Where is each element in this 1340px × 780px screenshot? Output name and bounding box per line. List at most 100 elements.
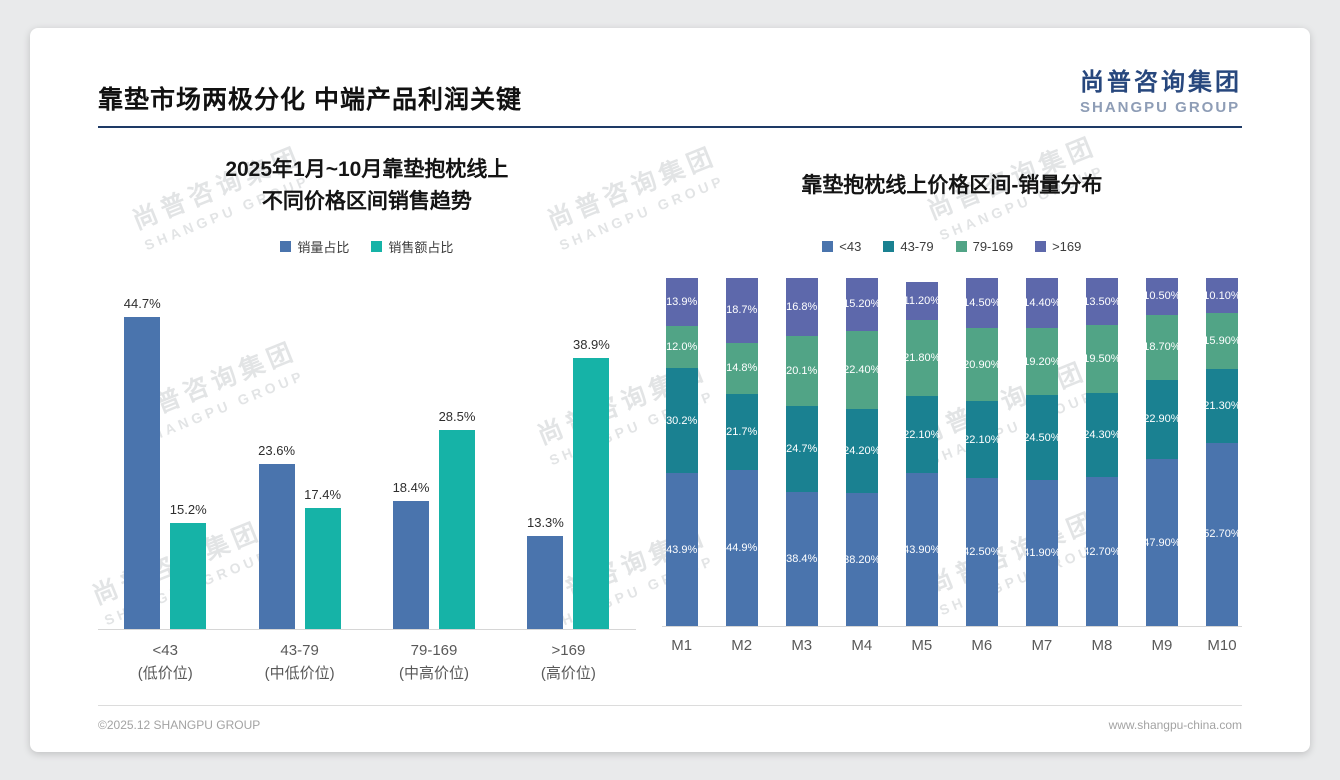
bar-segment: 24.30% [1085, 392, 1118, 478]
legend-swatch [883, 240, 895, 252]
legend-item: 79-169 [955, 238, 1014, 254]
bar-segment: 22.40% [845, 330, 878, 409]
legend-label: 79-169 [972, 238, 1014, 254]
legend-swatch [280, 240, 292, 252]
category-tier: (中低价位) [264, 664, 335, 682]
chart1-title: 2025年1月~10月靠垫抱枕线上 不同价格区间销售趋势 [98, 154, 636, 218]
bar-segment: 12.0% [665, 326, 698, 369]
legend-label: 销量占比 [297, 239, 350, 255]
legend-item: 43-79 [883, 238, 934, 254]
bar-segment: 15.90% [1205, 313, 1238, 369]
bar-group: 13.3% 38.9% [509, 337, 627, 629]
footer: ©2025.12 SHANGPU GROUP www.shangpu-china… [98, 705, 1242, 732]
bar-segment: 19.50% [1085, 324, 1118, 393]
month-label: M10 [1207, 637, 1237, 654]
month-label: M8 [1091, 637, 1113, 654]
bar-segment: 20.1% [785, 336, 818, 407]
bar-segment: 38.20% [845, 493, 878, 626]
page-title: 靠垫市场两极分化 中端产品利润关键 [98, 86, 522, 114]
category-tier: (中高价位) [399, 664, 470, 682]
bar: 15.2% [170, 502, 207, 629]
bar-segment: 42.50% [965, 478, 998, 626]
bar-value-label: 23.6% [258, 443, 296, 459]
bar-segment: 43.9% [665, 473, 698, 626]
bar-value-label: 15.2% [169, 501, 207, 517]
bar-segment: 38.4% [785, 492, 818, 626]
bar-segment: 52.70% [1205, 442, 1238, 626]
bar-segment: 20.90% [965, 328, 998, 402]
bar-segment: 30.2% [665, 368, 698, 474]
bar-segment: 10.10% [1205, 278, 1238, 314]
month-label: M4 [851, 637, 873, 654]
category-tier: (高价位) [540, 664, 596, 682]
category-tier: (低价位) [137, 664, 193, 682]
bar-segment: 24.50% [1025, 394, 1058, 481]
category-label: 79-169 (中高价位) [375, 640, 493, 685]
bar-segment: 21.7% [725, 394, 758, 470]
category-label: <43 (低价位) [106, 640, 224, 685]
bar-segment: 43.90% [905, 473, 938, 626]
month-label: M9 [1151, 637, 1173, 654]
bar-segment: 18.7% [725, 277, 758, 343]
bar: 13.3% [527, 515, 564, 629]
bar-segment: 22.90% [1145, 379, 1178, 460]
logo-english-name: SHANGPU GROUP [1080, 99, 1241, 116]
category-label: 43-79 (中低价位) [241, 640, 359, 685]
bar-segment: 24.20% [845, 408, 878, 494]
legend-label: 43-79 [900, 238, 934, 254]
bar-segment: 19.20% [1025, 328, 1058, 395]
bar-value-label: 44.7% [123, 296, 161, 312]
bar-value-label: 38.9% [572, 336, 610, 352]
bar-segment: 14.8% [725, 342, 758, 395]
month-label: M6 [971, 637, 993, 654]
bar: 18.4% [393, 480, 429, 629]
category-range: 79-169 [410, 642, 458, 659]
chart2-title-text: 靠垫抱枕线上价格区间-销量分布 [801, 174, 1103, 198]
legend-label: 销售额占比 [388, 239, 454, 255]
stacked-bar: 11.20%21.80%22.10%43.90% [905, 281, 938, 626]
bar-segment: 21.80% [905, 320, 938, 397]
legend-swatch [822, 240, 834, 252]
bar-segment: 41.90% [1025, 480, 1058, 626]
bar-segment: 24.7% [785, 406, 818, 493]
bar-value-label: 17.4% [304, 486, 342, 502]
footer-copyright: ©2025.12 SHANGPU GROUP [98, 718, 261, 732]
charts-area: 2025年1月~10月靠垫抱枕线上 不同价格区间销售趋势 销量占比 销售额占比 4… [98, 154, 1242, 685]
legend-item: 销售额占比 [371, 237, 453, 256]
legend-label: >169 [1052, 238, 1082, 254]
stacked-bar: 16.8% 20.1% 24.7% 38.4% [785, 278, 818, 626]
bar-segment: 10.50% [1145, 278, 1178, 315]
bar-value-label: 18.4% [392, 479, 430, 495]
bar-segment: 13.50% [1085, 278, 1118, 325]
category-label: >169 (高价位) [509, 640, 627, 685]
bar-segment: 21.30% [1205, 368, 1238, 443]
month-label: M1 [671, 637, 693, 654]
legend-swatch [1035, 240, 1047, 252]
chart2-legend: <43 43-79 79-169 >169 [662, 238, 1242, 254]
category-range: <43 [152, 642, 178, 659]
stacked-bar: 13.50%19.50%24.30%42.70% [1085, 278, 1118, 626]
legend-swatch [371, 240, 383, 252]
bar-segment: 14.40% [1025, 278, 1058, 329]
grouped-bar-chart: 2025年1月~10月靠垫抱枕线上 不同价格区间销售趋势 销量占比 销售额占比 4… [98, 154, 636, 685]
bar-segment: 15.20% [845, 278, 878, 331]
slide-content: 靠垫市场两极分化 中端产品利润关键 尚普咨询集团 SHANGPU GROUP 2… [30, 28, 1310, 752]
stacked-bar: 10.50%18.70%22.90%47.90% [1145, 278, 1178, 626]
bar-segment: 14.50% [965, 278, 998, 329]
stacked-bar: 18.7% 14.8% 21.7% 44.9% [725, 277, 758, 626]
bar-segment: 18.70% [1145, 314, 1178, 380]
chart1-legend: 销量占比 销售额占比 [98, 237, 636, 256]
chart1-plot: 44.7% 15.2% 23.6% 17.4% 18.4% 28.5% 13.3% 38.9% [98, 294, 636, 630]
month-label: M2 [731, 637, 753, 654]
chart2-plot: 13.9% 12.0% 30.2% 43.9% 18.7% 14.8% 21.7% 44.9%… [661, 277, 1242, 627]
chart1-x-axis-labels: <43 (低价位) 43-79 (中低价位) 79-169 (中高价位) >169 (高价位) [98, 640, 636, 685]
slide-card: 尚普咨询集团 SHANGPU GROUP 尚普咨询集团 SHANGPU GROUP 尚普… [30, 28, 1310, 752]
bar-group: 23.6% 17.4% [241, 443, 359, 629]
bar-segment: 42.70% [1085, 477, 1118, 626]
bar-segment: 22.10% [905, 396, 938, 474]
bar-value-label: 28.5% [438, 409, 476, 425]
bar-segment: 13.9% [665, 278, 698, 327]
stacked-bar: 14.50%20.90%22.10%42.50% [965, 278, 998, 626]
category-range: >169 [551, 642, 586, 659]
stacked-bar: 13.9% 12.0% 30.2% 43.9% [665, 278, 698, 626]
